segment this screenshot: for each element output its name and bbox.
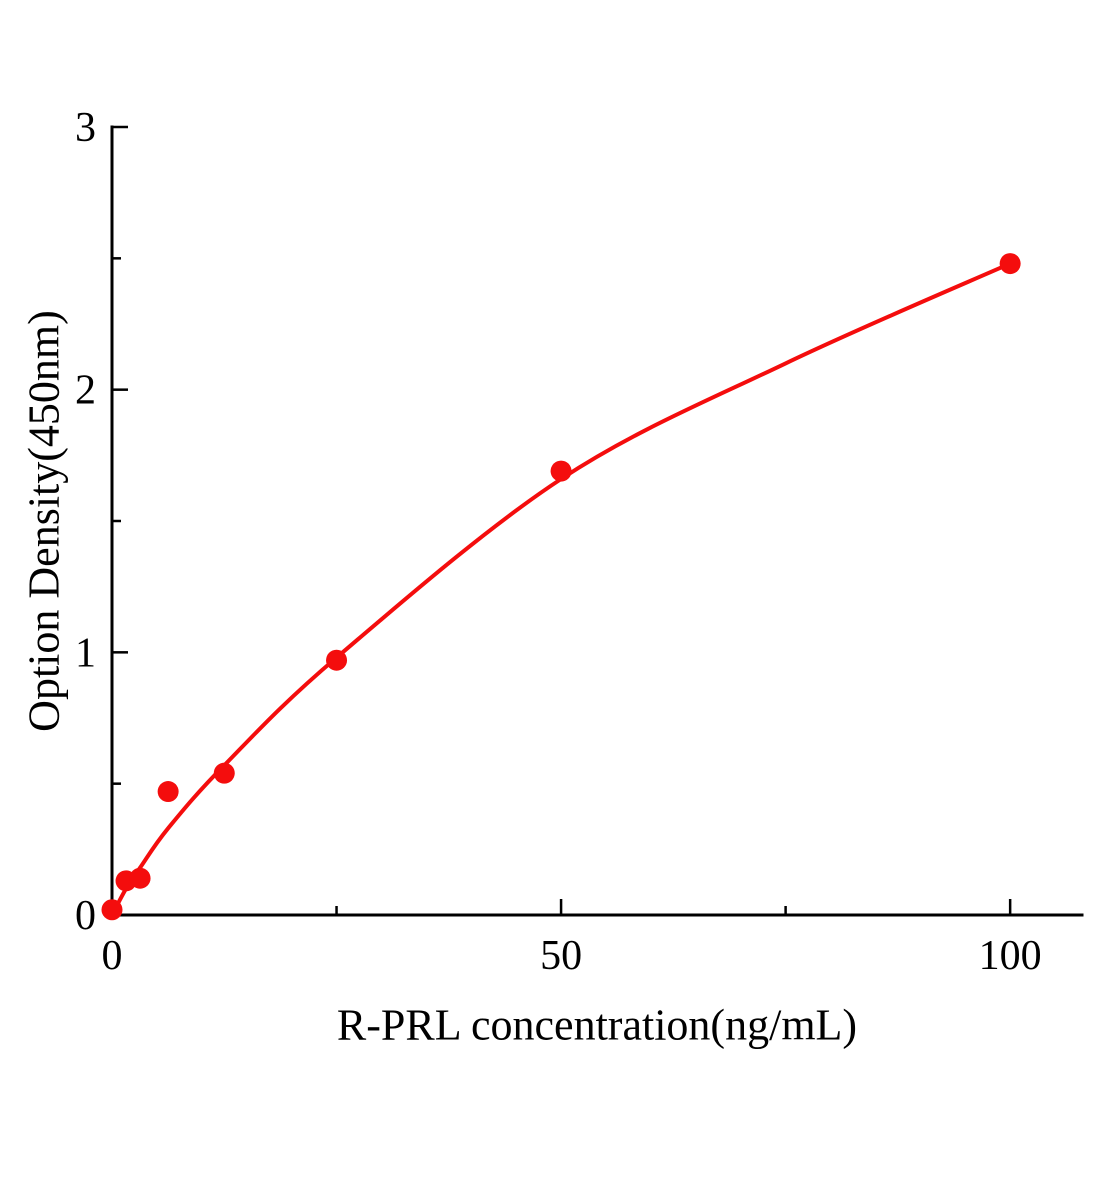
data-point (157, 781, 179, 803)
data-point (101, 899, 123, 921)
y-tick-label: 1 (75, 630, 96, 676)
data-point (213, 762, 235, 784)
data-point (129, 867, 151, 889)
x-tick-label: 0 (102, 933, 123, 979)
fit-curve (110, 261, 1013, 917)
data-point (550, 460, 572, 482)
data-point (999, 253, 1021, 275)
y-tick-label: 3 (75, 105, 96, 151)
x-tick-label: 50 (540, 933, 582, 979)
y-tick-label: 2 (75, 368, 96, 414)
y-axis-title: Option Density(450nm) (19, 310, 69, 732)
data-point (326, 649, 348, 671)
x-tick-label: 100 (979, 933, 1042, 979)
y-tick-label: 0 (75, 893, 96, 939)
x-axis-title: R-PRL concentration(ng/mL) (336, 1000, 858, 1050)
